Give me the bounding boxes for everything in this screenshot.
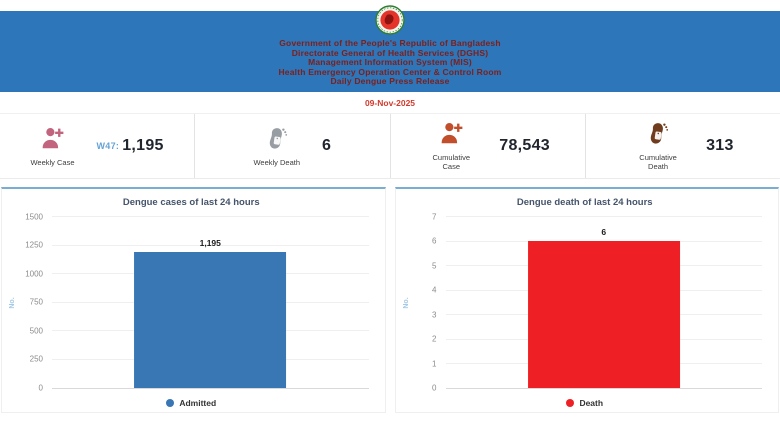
stat-card-weekly-case: Weekly Case W47: 1,195 bbox=[0, 113, 196, 178]
legend-dot-icon bbox=[566, 398, 575, 407]
chart-body: No. 0 250 500 750 1000 1250 1500 1,195 bbox=[8, 212, 375, 393]
stat-number: 313 bbox=[706, 136, 734, 154]
dghs-emblem-icon bbox=[375, 5, 405, 35]
stat-value: 313 bbox=[706, 137, 734, 155]
dghs-emblem-logo bbox=[375, 5, 405, 40]
bar-value-label: 6 bbox=[601, 227, 607, 238]
cumulative-death-icon-block: Cumulative Death bbox=[632, 120, 684, 171]
legend-dot-icon bbox=[166, 398, 175, 407]
report-date: 09-Nov-2025 bbox=[364, 97, 416, 108]
person-plus-icon bbox=[438, 120, 464, 151]
stat-card-cumulative-death: Cumulative Death 313 bbox=[586, 114, 780, 178]
bar-admitted bbox=[134, 251, 287, 388]
stat-label: Weekly Death bbox=[253, 157, 301, 167]
bar-value-label: 1,195 bbox=[199, 237, 221, 248]
y-tick-label: 250 bbox=[29, 354, 43, 364]
y-tick-label: 500 bbox=[29, 326, 43, 336]
stat-card-cumulative-case: Cumulative Case 78,543 bbox=[391, 113, 586, 178]
chart-title: Dengue death of last 24 hours bbox=[516, 196, 653, 208]
stat-value: 78,543 bbox=[499, 137, 550, 155]
chart-title: Dengue cases of last 24 hours bbox=[122, 196, 260, 208]
header-line-2: Directorate General of Health Services (… bbox=[291, 47, 489, 58]
cumulative-case-icon-block: Cumulative Case bbox=[425, 120, 477, 171]
legend-item-admitted[interactable]: Admitted bbox=[166, 398, 216, 408]
foot-tag-icon bbox=[645, 120, 671, 151]
y-tick-label: 4 bbox=[432, 285, 437, 295]
gridline bbox=[445, 240, 762, 242]
header-line-5: Daily Dengue Press Release bbox=[330, 76, 450, 87]
y-tick-label: 3 bbox=[432, 310, 437, 320]
chart-legend: Death bbox=[402, 398, 769, 408]
stat-value: 6 bbox=[322, 137, 331, 155]
y-tick-label: 0 bbox=[432, 383, 437, 393]
header: Government of the People's Republic of B… bbox=[0, 0, 780, 92]
plot-area: 6 bbox=[445, 216, 762, 389]
weekly-death-icon-block: Weekly Death bbox=[253, 125, 300, 167]
y-tick-label: 1500 bbox=[25, 212, 43, 222]
y-tick-label: 2 bbox=[432, 334, 437, 344]
y-tick-label: 750 bbox=[29, 297, 43, 307]
stat-label: Cumulative Death bbox=[639, 153, 677, 172]
y-tick-label: 7 bbox=[432, 212, 437, 222]
gridline bbox=[52, 216, 369, 218]
legend-label: Death bbox=[579, 397, 604, 408]
week-number-prefix: W47: bbox=[96, 140, 120, 151]
y-tick-label: 1000 bbox=[25, 269, 43, 279]
legend-item-death[interactable]: Death bbox=[566, 398, 603, 408]
y-tick-label: 0 bbox=[38, 383, 43, 393]
stat-number: 1,195 bbox=[122, 136, 164, 154]
stat-value: W47: 1,195 bbox=[97, 137, 164, 155]
y-tick-label: 1250 bbox=[25, 240, 43, 250]
weekly-case-icon-block: Weekly Case bbox=[30, 125, 75, 167]
stat-number: 6 bbox=[322, 136, 332, 154]
gridline bbox=[52, 244, 369, 246]
header-line-4: Health Emergency Operation Center & Cont… bbox=[278, 66, 502, 77]
foot-tag-icon bbox=[264, 125, 290, 156]
stat-label: Cumulative Case bbox=[432, 153, 470, 172]
stat-number: 78,543 bbox=[499, 136, 550, 154]
stat-label: Weekly Case bbox=[30, 157, 75, 167]
header-line-3: Management Information System (MIS) bbox=[308, 57, 472, 68]
stat-card-weekly-death: Weekly Death 6 bbox=[195, 113, 391, 178]
bar-death bbox=[527, 241, 680, 388]
header-line-1: Government of the People's Republic of B… bbox=[279, 38, 501, 48]
y-tick-label: 6 bbox=[432, 236, 437, 246]
chart-panel-dengue-cases: Dengue cases of last 24 hours No. 0 250 50… bbox=[1, 186, 386, 413]
person-plus-icon bbox=[39, 125, 65, 156]
y-axis: 0 250 500 750 1000 1250 1500 bbox=[8, 212, 52, 393]
chart-legend: Admitted bbox=[8, 398, 375, 408]
y-tick-label: 5 bbox=[432, 261, 437, 271]
y-axis: 0 1 2 3 4 5 6 7 bbox=[402, 212, 446, 393]
charts-row: Dengue cases of last 24 hours No. 0 250 50… bbox=[0, 186, 780, 413]
y-tick-label: 1 bbox=[432, 359, 437, 369]
legend-label: Admitted bbox=[179, 397, 217, 408]
gridline bbox=[445, 216, 762, 218]
summary-stats-row: Weekly Case W47: 1,195 Weekly Death 6 bbox=[0, 112, 780, 179]
plot-area: 1,195 bbox=[52, 216, 369, 389]
